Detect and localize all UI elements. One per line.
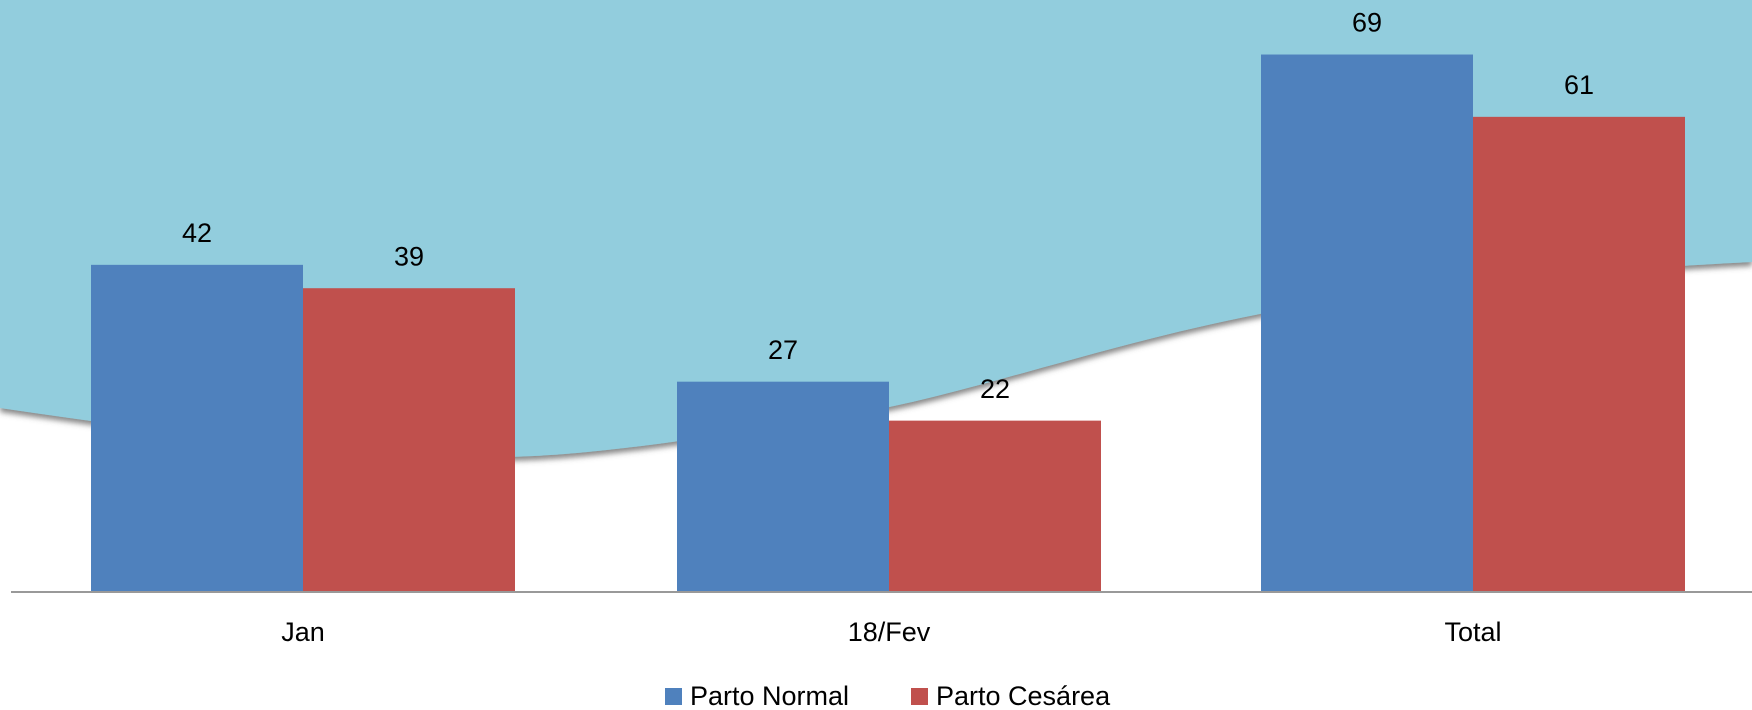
- bar: [677, 382, 889, 592]
- bar: [1261, 55, 1473, 592]
- data-label: 69: [1352, 8, 1382, 38]
- legend-label: Parto Cesárea: [936, 681, 1111, 710]
- legend-swatch: [665, 688, 682, 705]
- bar: [91, 265, 303, 592]
- bar: [889, 421, 1101, 592]
- data-label: 39: [394, 241, 424, 271]
- legend-label: Parto Normal: [690, 681, 849, 710]
- x-tick-label: Total: [1444, 617, 1501, 647]
- chart: 42 39 Jan 27 22 18/Fev 69 61 Total Parto Normal Pa…: [0, 0, 1752, 710]
- data-label: 42: [182, 218, 212, 248]
- legend-swatch: [911, 688, 928, 705]
- x-tick-label: 18/Fev: [848, 617, 931, 647]
- bar: [303, 288, 515, 592]
- data-label: 27: [768, 335, 798, 365]
- data-label: 61: [1564, 70, 1594, 100]
- x-tick-label: Jan: [281, 617, 325, 647]
- data-label: 22: [980, 374, 1010, 404]
- bar: [1473, 117, 1685, 592]
